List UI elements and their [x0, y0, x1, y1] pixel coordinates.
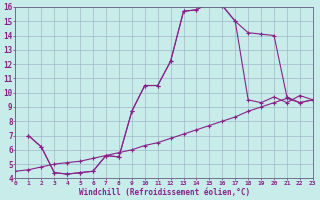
X-axis label: Windchill (Refroidissement éolien,°C): Windchill (Refroidissement éolien,°C)	[79, 188, 250, 197]
